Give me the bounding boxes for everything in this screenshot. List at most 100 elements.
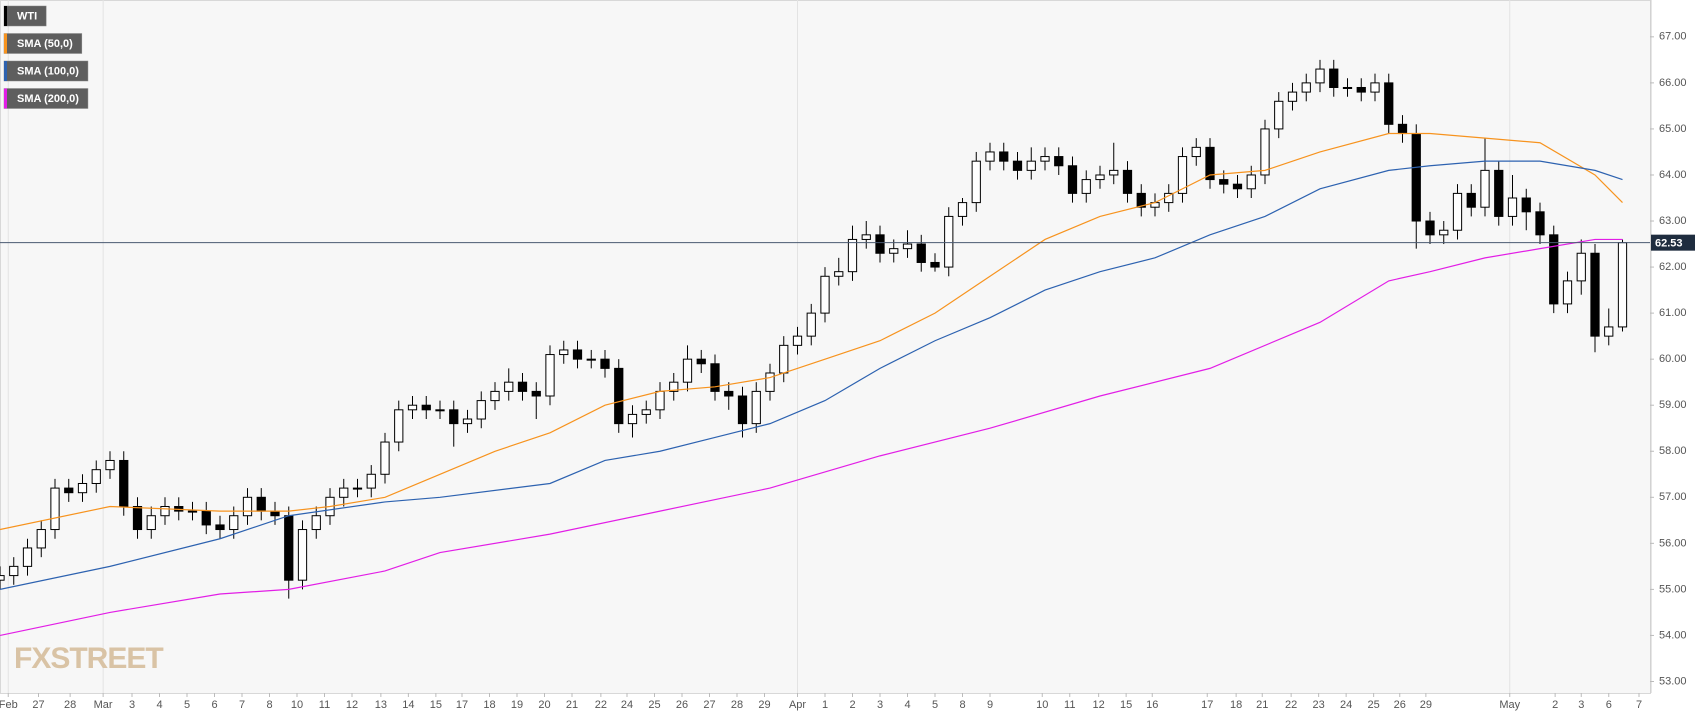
candle-body — [339, 487, 349, 498]
candle-body — [916, 243, 926, 263]
x-tick-label: 8 — [266, 699, 272, 711]
candle-body — [1562, 280, 1573, 305]
candle-body — [1549, 234, 1559, 305]
legend-item: SMA (50,0) — [3, 33, 83, 54]
legend-label: WTI — [17, 10, 37, 22]
y-tick-label: 59.00 — [1659, 399, 1687, 411]
candle-body — [1521, 197, 1531, 213]
x-tick-label: 3 — [1578, 699, 1584, 711]
candle-body — [572, 349, 583, 360]
candle-body — [1109, 169, 1119, 176]
x-tick-label: 24 — [1340, 699, 1352, 711]
y-tick-label: 61.00 — [1659, 307, 1687, 319]
y-tick-label: 62.00 — [1659, 261, 1687, 273]
legend-label: SMA (200,0) — [17, 93, 79, 105]
candle-body — [1177, 156, 1188, 194]
x-tick-label: 28 — [64, 699, 76, 711]
x-tick-label: 6 — [211, 699, 217, 711]
candle-body — [737, 395, 748, 425]
last-price-label: 62.53 — [1655, 238, 1683, 250]
y-tick-label: 65.00 — [1659, 123, 1687, 135]
candle-body — [682, 358, 693, 383]
x-tick-label: 12 — [346, 699, 358, 711]
candle-body — [132, 506, 143, 531]
y-tick-label: 56.00 — [1659, 537, 1687, 549]
x-tick-label: 17 — [456, 699, 468, 711]
x-tick-label: 20 — [538, 699, 550, 711]
candle-body — [1494, 169, 1504, 217]
x-tick-label: 10 — [1036, 699, 1048, 711]
candle-body — [146, 515, 156, 531]
candle-body — [421, 404, 431, 411]
x-tick-label: 18 — [483, 699, 495, 711]
candle-body — [1191, 146, 1201, 158]
candle-body — [1067, 165, 1078, 194]
candle-body — [1315, 68, 1325, 84]
x-tick-label: 25 — [648, 699, 660, 711]
candle-body — [889, 248, 899, 254]
sma-line — [0, 238, 1623, 637]
candle-body — [669, 381, 679, 392]
sma-line — [0, 160, 1623, 590]
legend-item: WTI — [3, 5, 47, 27]
candle-body — [1617, 242, 1628, 328]
candle-body — [710, 363, 720, 392]
y-tick-label: 66.00 — [1659, 77, 1687, 89]
candle-body — [1439, 229, 1449, 236]
candle-body — [352, 487, 363, 490]
x-tick-label: 18 — [1230, 699, 1242, 711]
candle-body — [985, 151, 995, 162]
candle-body — [765, 372, 775, 392]
candle-body — [435, 409, 445, 412]
candle-body — [407, 404, 418, 411]
y-tick-label: 53.00 — [1659, 675, 1687, 687]
x-tick-label: 13 — [375, 699, 387, 711]
x-tick-label: 28 — [731, 699, 743, 711]
candle-body — [105, 459, 115, 471]
candle-body — [531, 390, 541, 397]
y-tick-label: 54.00 — [1659, 629, 1687, 641]
candle-body — [1040, 156, 1050, 162]
candle-body — [201, 510, 211, 526]
x-tick-label: 3 — [877, 699, 883, 711]
y-tick-label: 64.00 — [1659, 169, 1687, 181]
candle-body — [50, 487, 60, 531]
legend-swatch — [4, 6, 7, 26]
candle-body — [1232, 183, 1243, 190]
x-tick-label: 2 — [849, 699, 855, 711]
candle-body — [779, 344, 789, 374]
x-tick-label: 5 — [932, 699, 938, 711]
candle-body — [64, 487, 74, 494]
candle-body — [806, 312, 816, 337]
candle-body — [394, 409, 404, 443]
candle-body — [751, 390, 761, 425]
candle-body — [1026, 160, 1036, 171]
candle-body — [77, 482, 88, 494]
x-tick-label: 26 — [676, 699, 688, 711]
x-tick-label: 21 — [1256, 699, 1268, 711]
x-tick-label: 23 — [1313, 699, 1325, 711]
y-tick-label: 55.00 — [1659, 583, 1687, 595]
legend-item: SMA (100,0) — [3, 60, 89, 82]
candle-body — [476, 400, 486, 420]
candle-body — [1466, 192, 1476, 208]
candle-body — [1246, 174, 1256, 190]
candle-body — [1370, 82, 1380, 93]
x-tick-label: 4 — [156, 699, 162, 711]
candle-body — [1590, 252, 1600, 337]
candle-body — [600, 358, 610, 369]
candle-body — [1205, 146, 1215, 181]
candle-body — [1081, 179, 1091, 194]
legend-swatch — [4, 61, 7, 81]
x-tick-label: 27 — [703, 699, 715, 711]
candle-body — [1054, 156, 1064, 167]
x-tick-label: 22 — [1285, 699, 1297, 711]
candle-body — [490, 390, 500, 402]
x-tick-label: 15 — [1120, 699, 1132, 711]
x-tick-label: 3 — [129, 699, 135, 711]
x-tick-label: 22 — [595, 699, 607, 711]
candle-body — [380, 441, 390, 475]
candle-body — [1301, 82, 1311, 93]
x-tick-label: May — [1499, 699, 1520, 711]
